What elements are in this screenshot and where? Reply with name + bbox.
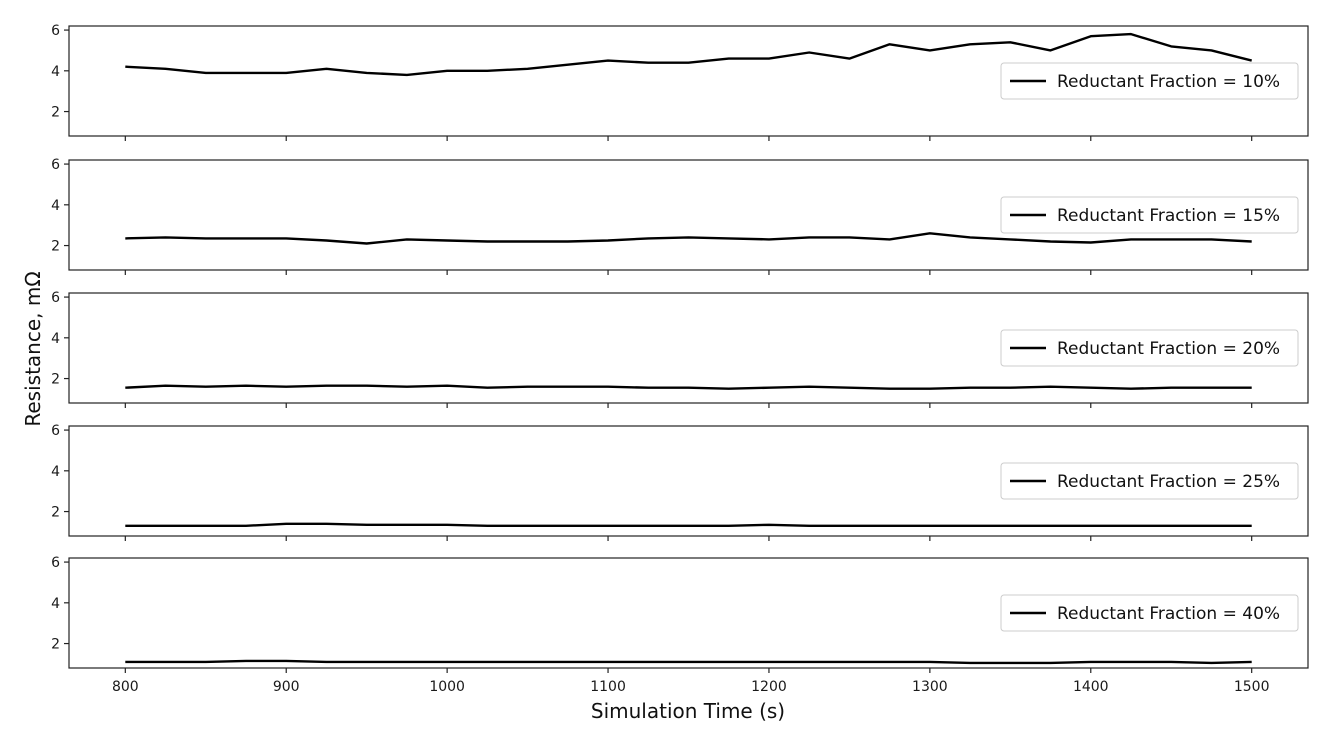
- y-tick-label: 6: [51, 290, 60, 306]
- legend-label: Reductant Fraction = 25%: [1057, 472, 1280, 492]
- y-tick-label: 6: [51, 555, 60, 571]
- y-tick-label: 6: [51, 157, 60, 173]
- legend-label: Reductant Fraction = 20%: [1057, 339, 1280, 359]
- panel-5: 2 4 6 800 900 1000 1100 1200 1300 1400 1500 Reducta…: [51, 555, 1309, 695]
- y-tick-label: 4: [51, 198, 60, 214]
- chart-panels: 2 4 6 Reductant Fraction = 10% 2 4 6 Reductant …: [51, 23, 1309, 695]
- y-tick-label: 2: [51, 372, 60, 388]
- y-tick-label: 6: [51, 423, 60, 439]
- y-tick-label: 2: [51, 105, 60, 121]
- panel-frame: [68, 557, 1309, 669]
- y-tick-label: 2: [51, 637, 60, 653]
- series-line-3: [125, 384, 1252, 390]
- legend-4: Reductant Fraction = 25%: [1000, 462, 1299, 500]
- y-tick-label: 4: [51, 331, 60, 347]
- y-axis-label: Resistance, mΩ: [21, 271, 45, 426]
- x-tick-label: 900: [273, 679, 300, 695]
- legend-label: Reductant Fraction = 40%: [1057, 604, 1280, 624]
- series-line-1: [125, 32, 1252, 77]
- x-axis-label: Simulation Time (s): [591, 699, 785, 723]
- series-line-5: [125, 659, 1252, 665]
- x-tick-label: 1100: [590, 679, 626, 695]
- x-tick-label: 1500: [1234, 679, 1270, 695]
- legend-1: Reductant Fraction = 10%: [1000, 62, 1299, 100]
- x-tick-label: 1400: [1073, 679, 1109, 695]
- panel-frame: [68, 292, 1309, 404]
- y-tick-label: 2: [51, 505, 60, 521]
- legend-5: Reductant Fraction = 40%: [1000, 594, 1299, 632]
- panel-2: 2 4 6 Reductant Fraction = 15%: [51, 157, 1309, 275]
- y-tick-label: 6: [51, 23, 60, 39]
- legend-box: [1000, 196, 1299, 234]
- x-tick-label: 1200: [751, 679, 787, 695]
- legend-3: Reductant Fraction = 20%: [1000, 329, 1299, 367]
- legend-box: [1000, 62, 1299, 100]
- panel-4: 2 4 6 Reductant Fraction = 25%: [51, 423, 1309, 541]
- panel-frame: [68, 25, 1309, 137]
- legend-box: [1000, 594, 1299, 632]
- x-tick-label: 1300: [912, 679, 948, 695]
- y-tick-label: 2: [51, 239, 60, 255]
- legend-2: Reductant Fraction = 15%: [1000, 196, 1299, 234]
- legend-label: Reductant Fraction = 15%: [1057, 206, 1280, 226]
- legend-box: [1000, 329, 1299, 367]
- y-tick-label: 4: [51, 596, 60, 612]
- y-tick-label: 4: [51, 64, 60, 80]
- legend-box: [1000, 462, 1299, 500]
- series-line-4: [125, 522, 1252, 527]
- y-tick-label: 4: [51, 464, 60, 480]
- panel-1: 2 4 6 Reductant Fraction = 10%: [51, 23, 1309, 141]
- panel-frame: [68, 159, 1309, 271]
- panel-3: 2 4 6 Reductant Fraction = 20%: [51, 290, 1309, 408]
- x-tick-label: 1000: [429, 679, 465, 695]
- x-tick-label: 800: [112, 679, 139, 695]
- legend-label: Reductant Fraction = 10%: [1057, 72, 1280, 92]
- panel-frame: [68, 425, 1309, 537]
- series-line-2: [125, 232, 1252, 245]
